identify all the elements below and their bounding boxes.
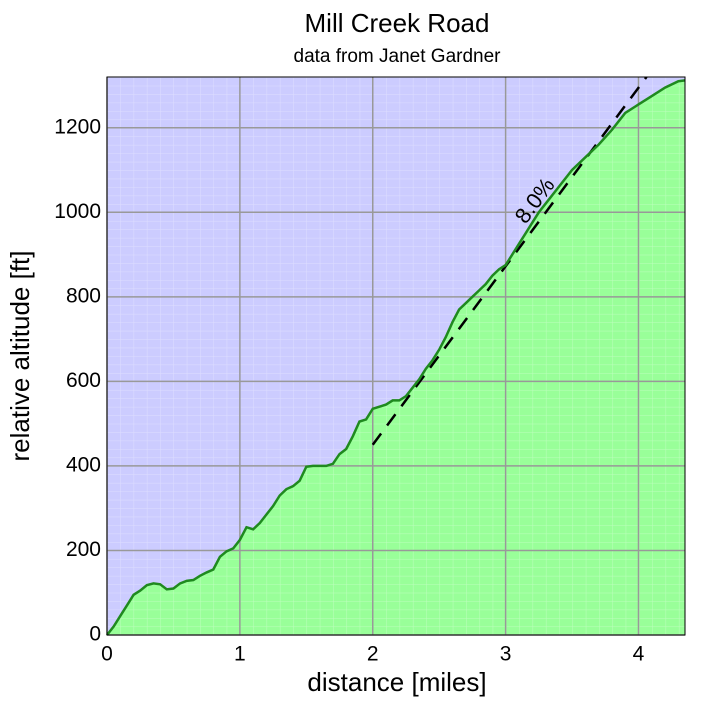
x-tick-label: 2 (367, 643, 379, 666)
y-tick-label: 600 (66, 369, 101, 392)
x-tick-label: 1 (234, 643, 246, 666)
chart-title: Mill Creek Road (305, 8, 490, 38)
y-tick-label: 0 (89, 623, 101, 646)
x-tick-label: 4 (633, 643, 645, 666)
y-tick-label: 1000 (54, 200, 101, 223)
y-tick-label: 800 (66, 284, 101, 307)
y-axis-label: relative altitude [ft] (5, 251, 35, 462)
x-axis-label: distance [miles] (307, 667, 486, 697)
y-tick-label: 200 (66, 538, 101, 561)
plot-frame (106, 76, 686, 636)
y-tick-label: 1200 (54, 115, 101, 138)
altitude-line (106, 79, 686, 636)
x-tick-label: 3 (500, 643, 512, 666)
minor-grid (107, 77, 685, 635)
chart-subtitle: data from Janet Gardner (294, 46, 502, 67)
x-tick-label: 0 (101, 643, 113, 666)
y-tick-label: 400 (66, 453, 101, 476)
